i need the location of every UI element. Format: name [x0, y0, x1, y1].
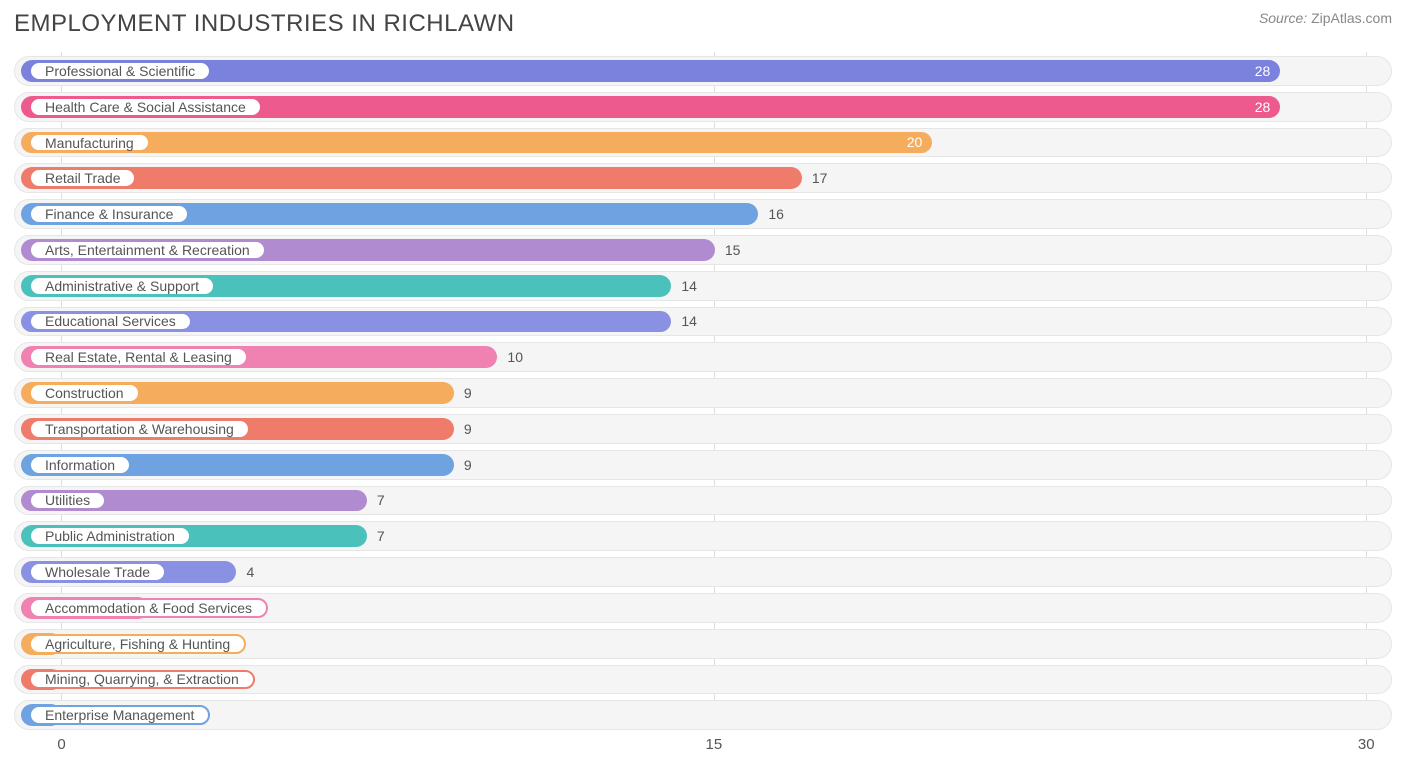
bar-value: 28: [1255, 60, 1271, 82]
bar-track: 14 Educational Services: [14, 307, 1392, 337]
chart-source: Source: ZipAtlas.com: [1259, 10, 1392, 26]
bar-value: 10: [507, 343, 523, 371]
chart-area: 28 Professional & Scientific 28 Health Care…: [14, 52, 1392, 758]
bar-track: 28 Professional & Scientific: [14, 56, 1392, 86]
bar-track: 9 Transportation & Warehousing: [14, 414, 1392, 444]
bar-label: Real Estate, Rental & Leasing: [29, 347, 248, 367]
x-tick-label: 15: [706, 736, 723, 753]
bar-track: 4 Wholesale Trade: [14, 557, 1392, 587]
bar-track: 20 Manufacturing: [14, 128, 1392, 158]
bar-value: 20: [907, 132, 923, 154]
bar-label: Health Care & Social Assistance: [29, 97, 262, 117]
bar-label: Arts, Entertainment & Recreation: [29, 240, 266, 260]
source-name: ZipAtlas.com: [1311, 10, 1392, 26]
bar-label: Retail Trade: [29, 168, 136, 188]
source-label: Source:: [1259, 10, 1307, 26]
bar-track: 17 Retail Trade: [14, 163, 1392, 193]
bar-label: Agriculture, Fishing & Hunting: [29, 634, 246, 654]
bar-track: 7 Utilities: [14, 486, 1392, 516]
bar-label: Enterprise Management: [29, 705, 210, 725]
bar-label: Administrative & Support: [29, 276, 215, 296]
bar-label: Accommodation & Food Services: [29, 598, 268, 618]
bar: [21, 167, 802, 189]
bar-value: 17: [812, 164, 828, 192]
bar-label: Professional & Scientific: [29, 61, 211, 81]
bar-track: 9 Information: [14, 450, 1392, 480]
bar-track: 15 Arts, Entertainment & Recreation: [14, 235, 1392, 265]
bar-value: 14: [681, 308, 697, 336]
x-axis: 0 15 30: [14, 734, 1392, 758]
chart-header: EMPLOYMENT INDUSTRIES IN RICHLAWN Source…: [14, 10, 1392, 38]
bar-track: 16 Finance & Insurance: [14, 199, 1392, 229]
chart-container: EMPLOYMENT INDUSTRIES IN RICHLAWN Source…: [0, 0, 1406, 777]
bar-track: 2Accommodation & Food Services: [14, 593, 1392, 623]
bar: 20: [21, 132, 932, 154]
bar-value: 4: [246, 558, 254, 586]
bar-label: Construction: [29, 383, 140, 403]
bars-group: 28 Professional & Scientific 28 Health Care…: [14, 52, 1392, 730]
bar-value: 15: [725, 236, 741, 264]
bar-label: Wholesale Trade: [29, 562, 166, 582]
bar-track: 14 Administrative & Support: [14, 271, 1392, 301]
bar-label: Utilities: [29, 491, 106, 511]
bar-label: Transportation & Warehousing: [29, 419, 250, 439]
bar-track: 7 Public Administration: [14, 521, 1392, 551]
x-tick-label: 30: [1358, 736, 1375, 753]
chart-title: EMPLOYMENT INDUSTRIES IN RICHLAWN: [14, 10, 515, 38]
bar-track: 9 Construction: [14, 378, 1392, 408]
bar-value: 9: [464, 415, 472, 443]
bar-track: 10 Real Estate, Rental & Leasing: [14, 342, 1392, 372]
bar-value: 9: [464, 451, 472, 479]
bar-value: 7: [377, 487, 385, 515]
bar-track: 0Mining, Quarrying, & Extraction: [14, 665, 1392, 695]
bar-label: Mining, Quarrying, & Extraction: [29, 670, 255, 690]
x-tick-label: 0: [57, 736, 65, 753]
bar-track: 0Enterprise Management: [14, 700, 1392, 730]
bar-value: 14: [681, 272, 697, 300]
bar-value: 7: [377, 522, 385, 550]
bar-value: 28: [1255, 96, 1271, 118]
bar-label: Educational Services: [29, 312, 192, 332]
bar-label: Manufacturing: [29, 133, 150, 153]
bar-track: 28 Health Care & Social Assistance: [14, 92, 1392, 122]
bar-label: Finance & Insurance: [29, 204, 189, 224]
bar-value: 16: [768, 200, 784, 228]
bar-label: Public Administration: [29, 526, 191, 546]
bar-label: Information: [29, 455, 131, 475]
bar-value: 9: [464, 379, 472, 407]
bar-track: 0Agriculture, Fishing & Hunting: [14, 629, 1392, 659]
